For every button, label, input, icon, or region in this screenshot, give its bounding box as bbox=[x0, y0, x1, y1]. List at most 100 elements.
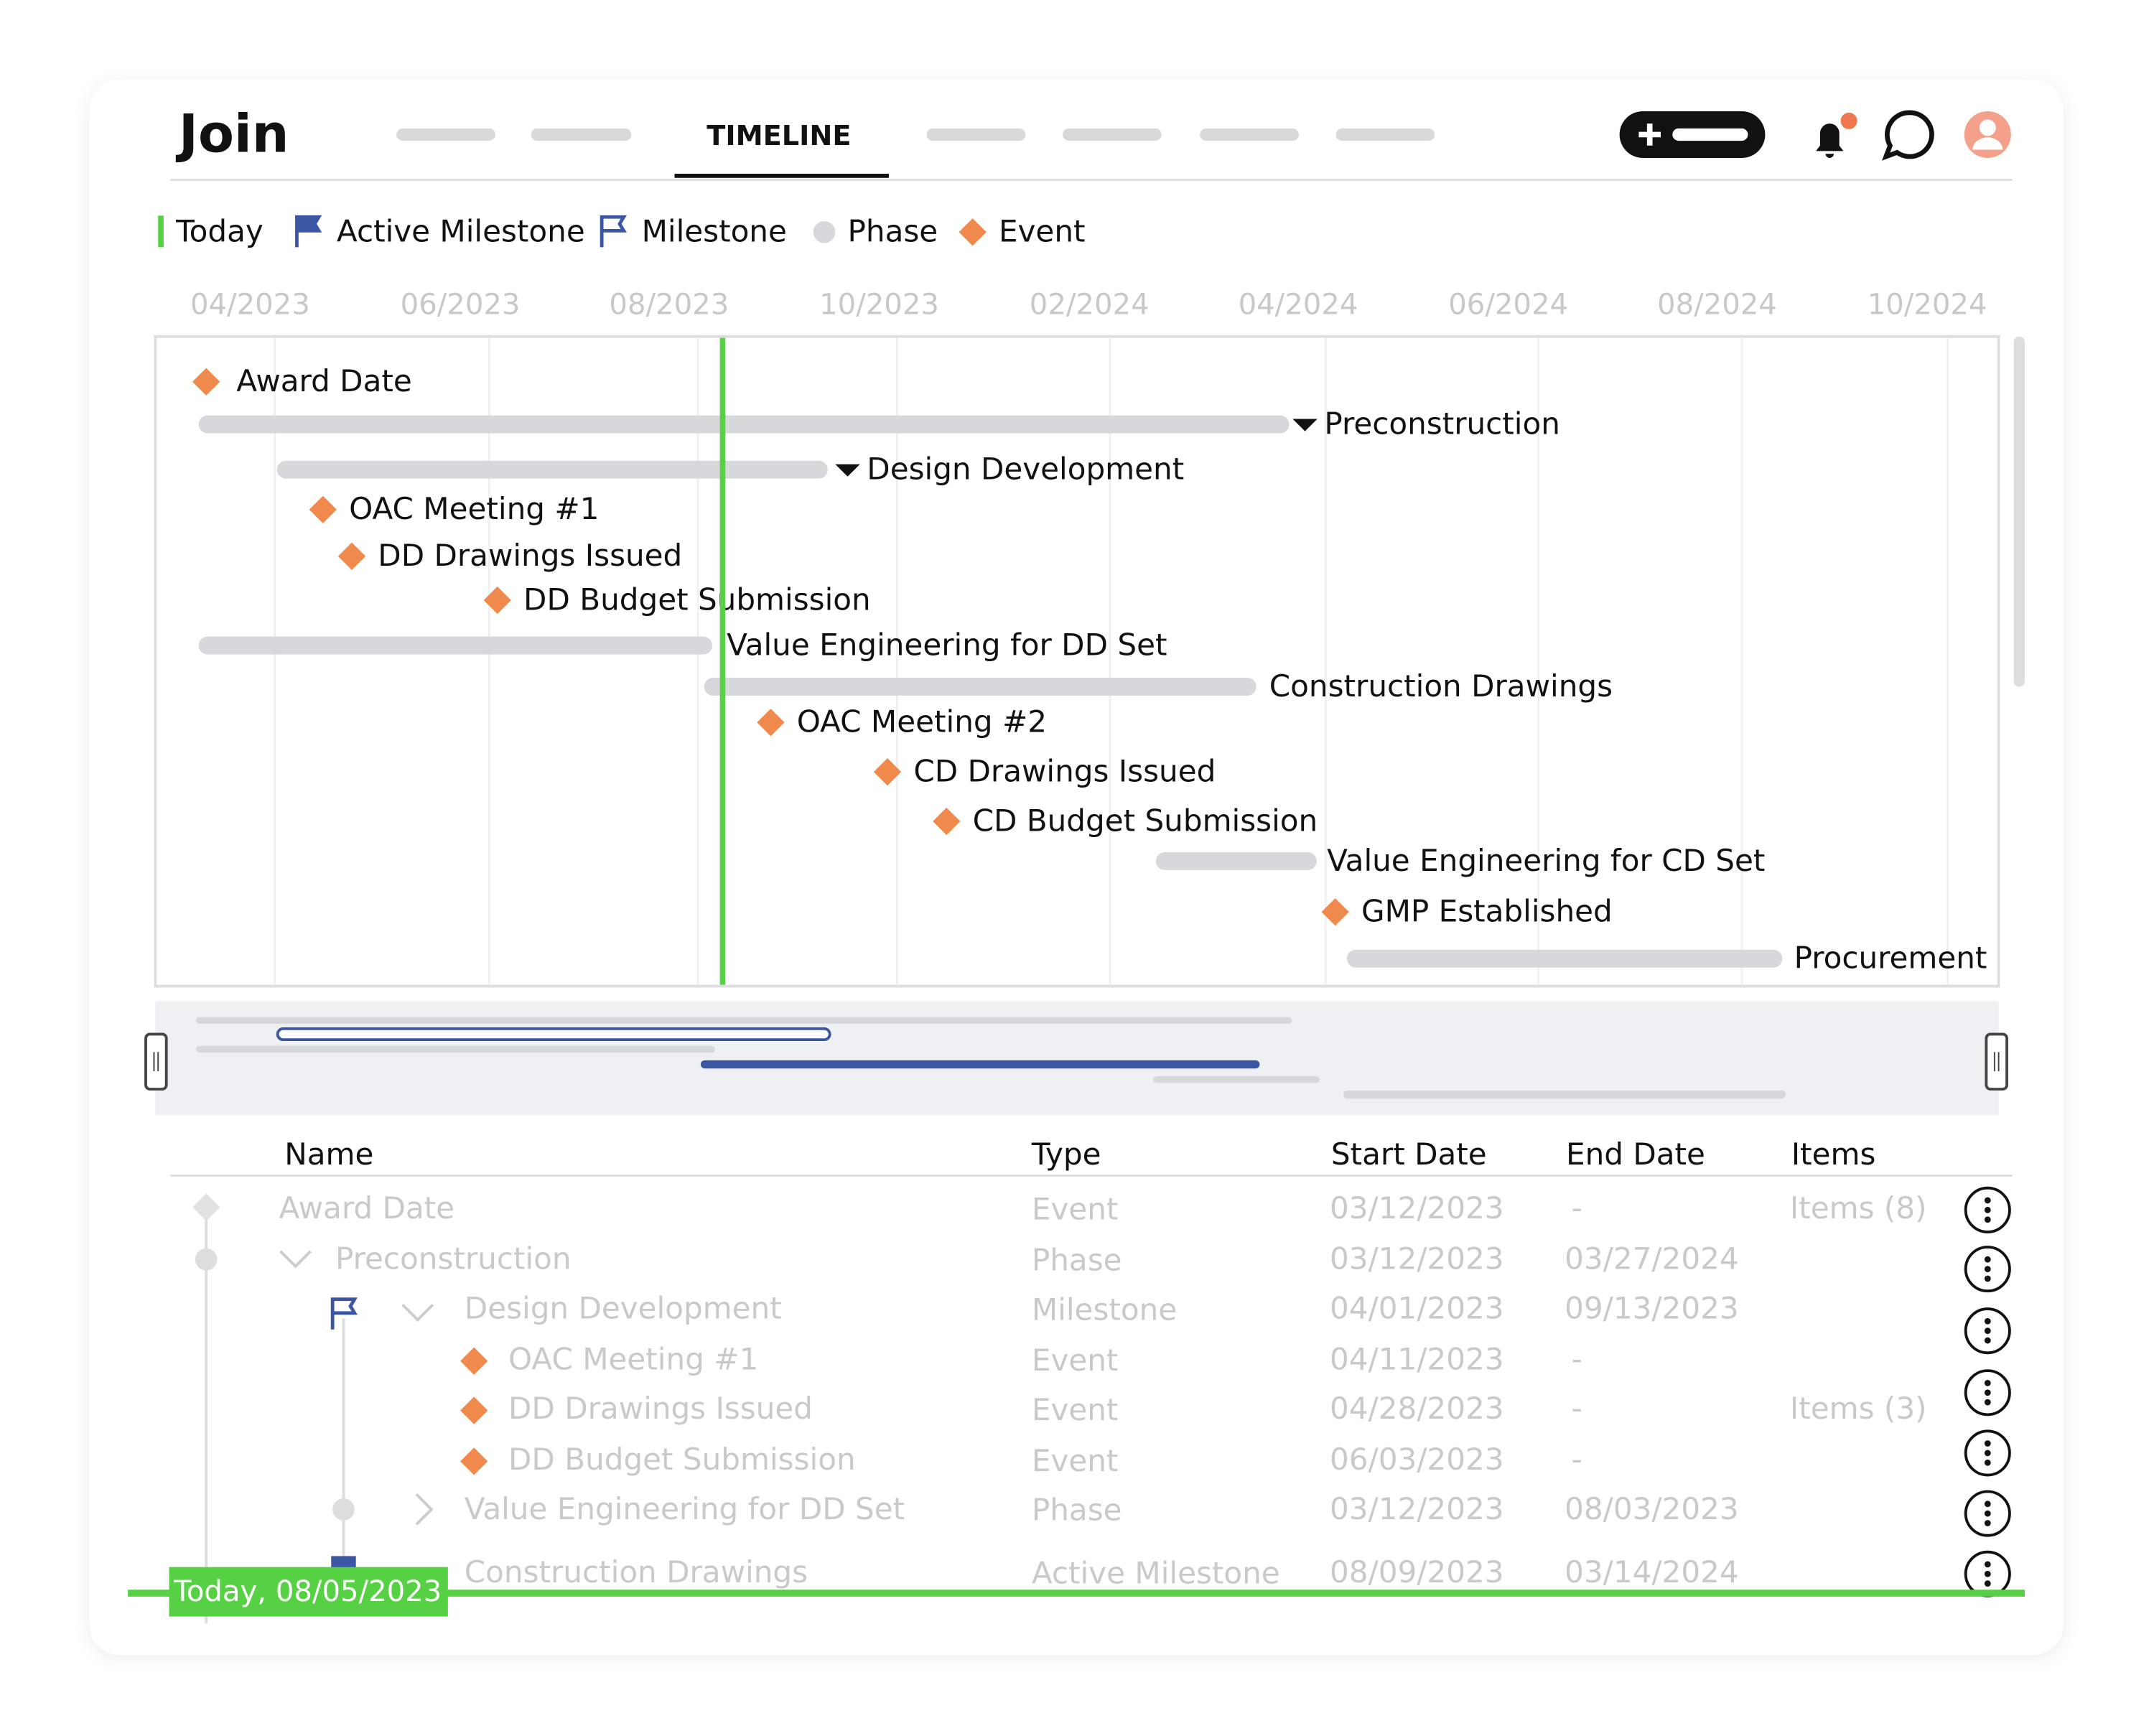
expand-chevron[interactable] bbox=[279, 1250, 312, 1269]
table-cell: - bbox=[1572, 1341, 1582, 1376]
timeline-row-label: CD Budget Submission bbox=[973, 803, 1318, 838]
table-cell: Value Engineering for DD Set bbox=[465, 1491, 905, 1526]
timeline-row-label: OAC Meeting #2 bbox=[797, 704, 1047, 739]
menu-dot bbox=[1984, 1501, 1991, 1508]
timeline-row-label: GMP Established bbox=[1361, 894, 1613, 929]
table-cell: Phase bbox=[1032, 1493, 1122, 1528]
handle-grip bbox=[153, 1052, 159, 1072]
event-icon bbox=[337, 542, 366, 570]
date-label: 04/2024 bbox=[1239, 289, 1358, 322]
event-icon bbox=[192, 1193, 220, 1221]
table-cell: Event bbox=[1032, 1443, 1119, 1478]
table-cell: 03/27/2024 bbox=[1565, 1241, 1739, 1277]
avatar-body bbox=[1972, 137, 2003, 150]
table-cell: 04/28/2023 bbox=[1330, 1391, 1504, 1426]
menu-dot bbox=[1984, 1317, 1991, 1325]
column-header: End Date bbox=[1566, 1137, 1705, 1172]
collapse-caret[interactable] bbox=[1292, 419, 1318, 431]
table-cell: Construction Drawings bbox=[465, 1554, 808, 1590]
table-cell: 03/12/2023 bbox=[1330, 1241, 1504, 1277]
milestone-icon bbox=[330, 1297, 358, 1330]
menu-dot bbox=[1984, 1440, 1991, 1447]
menu-dot bbox=[1984, 1256, 1991, 1263]
bell-icon[interactable] bbox=[1816, 123, 1844, 158]
date-label: 06/2024 bbox=[1448, 289, 1568, 322]
table-cell: 09/13/2023 bbox=[1565, 1290, 1739, 1325]
event-icon bbox=[483, 586, 511, 615]
phase-icon bbox=[195, 1248, 218, 1271]
table-cell: 08/03/2023 bbox=[1565, 1491, 1739, 1526]
date-label: 04/2023 bbox=[190, 289, 310, 322]
legend-label: Milestone bbox=[642, 214, 787, 249]
minimap-handle[interactable] bbox=[1985, 1032, 2008, 1091]
active-tab[interactable]: TIMELINE bbox=[707, 120, 851, 152]
column-header: Start Date bbox=[1331, 1137, 1487, 1172]
scrollbar[interactable] bbox=[2013, 336, 2025, 687]
phase-legend-icon bbox=[813, 220, 836, 243]
timeline-row-label: OAC Meeting #1 bbox=[349, 491, 599, 526]
table-cell: - bbox=[1572, 1442, 1582, 1477]
active-milestone-icon bbox=[331, 1556, 356, 1570]
table-cell: DD Budget Submission bbox=[508, 1442, 856, 1477]
logo: Join bbox=[175, 104, 289, 164]
table-cell: 03/14/2024 bbox=[1565, 1554, 1739, 1590]
timeline-row-label: Design Development bbox=[867, 452, 1184, 487]
table-cell: Event bbox=[1032, 1392, 1119, 1427]
timeline-row-label: Preconstruction bbox=[1324, 406, 1560, 442]
table-cell: Event bbox=[1032, 1343, 1119, 1378]
menu-dot bbox=[1984, 1197, 1991, 1204]
header-actions[interactable] bbox=[1619, 110, 2011, 161]
table-cell: Design Development bbox=[465, 1290, 782, 1325]
timeline-row-label: Value Engineering for DD Set bbox=[727, 627, 1167, 663]
today-badge bbox=[169, 1567, 448, 1617]
active-milestone-icon bbox=[295, 215, 322, 248]
menu-dot bbox=[1984, 1337, 1991, 1344]
table-cell: DD Drawings Issued bbox=[508, 1391, 813, 1426]
timeline-row-label: Construction Drawings bbox=[1269, 668, 1613, 704]
menu-dot bbox=[1984, 1206, 1991, 1213]
menu-dot bbox=[1984, 1379, 1991, 1386]
legend-label: Phase bbox=[848, 214, 938, 249]
table-cell: 04/01/2023 bbox=[1330, 1290, 1504, 1325]
menu-dot bbox=[1984, 1266, 1991, 1272]
phase-icon bbox=[332, 1498, 355, 1521]
menu-dot bbox=[1984, 1459, 1991, 1466]
handle-grip bbox=[1993, 1052, 2000, 1072]
menu-dot bbox=[1984, 1580, 1991, 1587]
column-header: Type bbox=[1031, 1137, 1101, 1172]
event-icon bbox=[1321, 898, 1349, 926]
chat-icon[interactable] bbox=[1882, 110, 1934, 161]
expand-chevron[interactable] bbox=[401, 1303, 434, 1322]
minimap-handle[interactable] bbox=[144, 1032, 168, 1091]
event-icon bbox=[460, 1347, 488, 1375]
menu-dot bbox=[1984, 1275, 1991, 1282]
column-header: Items bbox=[1791, 1137, 1876, 1172]
table-cell: Event bbox=[1032, 1192, 1119, 1227]
table-cell: - bbox=[1572, 1190, 1582, 1226]
timeline-row-label: DD Budget Submission bbox=[523, 582, 871, 617]
date-label: 06/2023 bbox=[401, 289, 521, 322]
collapse-caret[interactable] bbox=[835, 464, 860, 477]
milestone-icon bbox=[600, 215, 627, 248]
menu-dot bbox=[1984, 1520, 1991, 1526]
table-cell: Award Date bbox=[279, 1190, 455, 1226]
date-label: 10/2024 bbox=[1868, 289, 1987, 322]
event-icon bbox=[933, 807, 961, 836]
avatar-head bbox=[1979, 119, 1996, 136]
table-cell: Active Milestone bbox=[1032, 1556, 1280, 1591]
expand-chevron[interactable] bbox=[415, 1493, 434, 1526]
date-label: 08/2024 bbox=[1657, 289, 1777, 322]
event-icon bbox=[959, 218, 987, 246]
legend-label: Event bbox=[999, 214, 1086, 249]
menu-dot bbox=[1984, 1510, 1991, 1517]
table-cell: 04/11/2023 bbox=[1330, 1341, 1504, 1376]
date-label: 08/2023 bbox=[609, 289, 729, 322]
timeline-row-label: Procurement bbox=[1794, 941, 1987, 976]
legend-label: Today bbox=[175, 214, 264, 249]
plus-icon bbox=[1638, 123, 1661, 146]
table-cell: OAC Meeting #1 bbox=[508, 1341, 758, 1376]
menu-dot bbox=[1984, 1327, 1991, 1335]
minimap-bar bbox=[276, 1027, 831, 1042]
